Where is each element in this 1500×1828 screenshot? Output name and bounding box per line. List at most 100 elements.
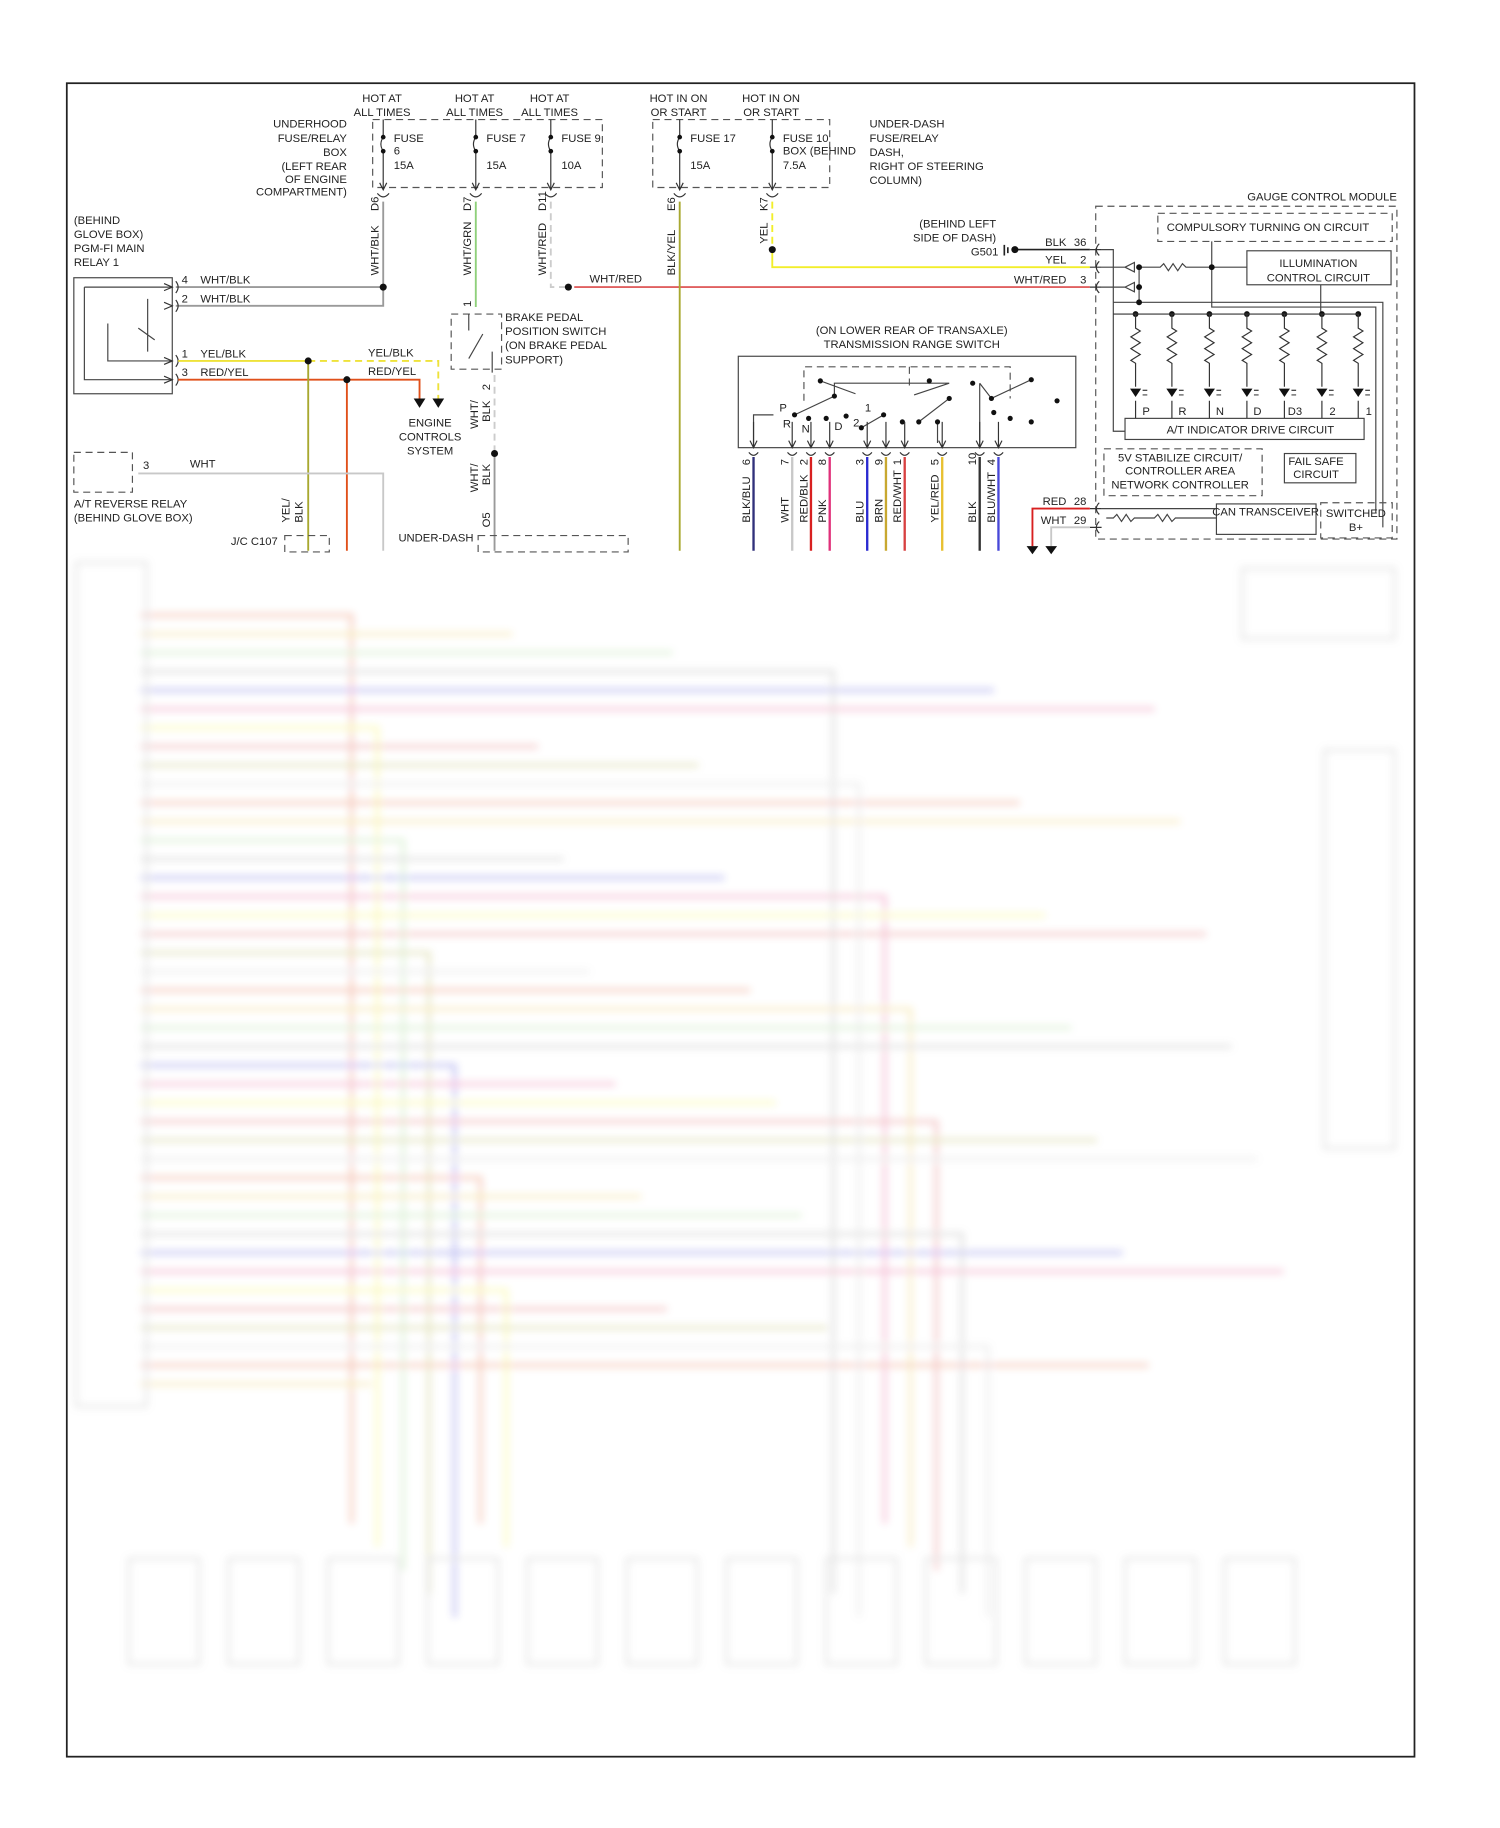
illumination-label: ILLUMINATION [1279, 258, 1357, 270]
pin-label: 8 [817, 459, 829, 465]
pin-label: 4 [986, 459, 998, 465]
led-icon [1352, 388, 1370, 397]
wire-label: WHT/RED [1014, 275, 1067, 287]
connector-icon [673, 192, 687, 198]
engine-controls-label: SYSTEM [407, 446, 453, 458]
wire-wht [138, 472, 385, 551]
label-line: PGM-FI MAIN [74, 243, 145, 255]
pin-label: 2 [481, 384, 493, 390]
wire-label: BLU [855, 501, 867, 523]
pin-label: 3 [143, 460, 149, 472]
underhood-fuse-box [372, 118, 603, 189]
wire-label: WHT/RED [589, 273, 642, 285]
fuse-label: 6 [394, 146, 400, 158]
hot-label: ALL TIMES [354, 107, 411, 119]
wire-label: RED/YEL [368, 366, 416, 378]
hot-label: HOT AT [362, 93, 402, 105]
connector-icon [1089, 260, 1102, 274]
label-line: FUSE/RELAY [870, 133, 940, 145]
led-icon [1316, 388, 1334, 397]
wire-label: YEL [1045, 255, 1066, 267]
arrow-icon [1026, 546, 1058, 555]
led-label: R [1178, 406, 1186, 418]
label-line: OF ENGINE [285, 174, 347, 186]
connector-icon [1089, 243, 1102, 256]
led-icon [1203, 388, 1222, 397]
position-label: N [802, 423, 810, 435]
label-line: (BEHIND [74, 215, 120, 227]
fuse-rating: 15A [394, 160, 415, 172]
fuse-icon [675, 119, 684, 192]
position-label: 2 [853, 418, 859, 430]
wire-label: BLK/BLU [741, 476, 753, 522]
position-label: 1 [865, 402, 871, 414]
stabilize-label: 5V STABILIZE CIRCUIT/ [1118, 453, 1243, 465]
trs-label: (ON LOWER REAR OF TRANSAXLE) [816, 325, 1008, 337]
wire-yel [771, 249, 1090, 269]
label-line: SUPPORT) [505, 354, 563, 366]
wire-label: RED/YEL [200, 367, 248, 379]
wire-yel-blk-dashed [308, 360, 440, 399]
transmission-range-switch [737, 355, 1077, 449]
wire-label: WHT/BLK [200, 275, 251, 287]
wire-wht-red-dashed [549, 201, 569, 289]
underhood-label: UNDERHOOD FUSE/RELAY BOX (LEFT REAR OF E… [256, 119, 347, 199]
arrow-icon [413, 398, 445, 408]
fuse-label: FUSE 17 [690, 133, 736, 145]
pgm-fi-main-relay: (BEHIND GLOVE BOX) PGM-FI MAIN RELAY 1 [73, 215, 173, 395]
pin-label: 9 [873, 459, 885, 465]
indicator-drive-label: A/T INDICATOR DRIVE CIRCUIT [1167, 425, 1335, 437]
label-line: (ON BRAKE PEDAL [505, 340, 607, 352]
underdash-label: UNDER-DASH FUSE/RELAY DASH, RIGHT OF STE… [870, 119, 984, 187]
fuse-icon [379, 119, 388, 192]
fuse-rating: 15A [486, 160, 507, 172]
pin-label: 3 [182, 367, 188, 379]
connector-icon [469, 192, 483, 198]
blurred-lower-diagram [75, 561, 1396, 1666]
connector-icon [824, 421, 835, 456]
stabilize-label: CONTROLLER AREA [1125, 466, 1236, 478]
label-line: SIDE OF DASH) [913, 232, 996, 244]
wire-red-yel [178, 378, 421, 399]
pin-label: 4 [182, 275, 188, 287]
hot-label: HOT AT [530, 93, 570, 105]
pin-label: 5 [930, 459, 942, 465]
wire-label: WHT/GRN [462, 222, 474, 276]
label-line: FUSE/RELAY [278, 133, 348, 145]
label-line: (BEHIND LEFT [919, 218, 996, 230]
connector-icon [974, 421, 985, 456]
wire-label: BLK [481, 400, 493, 422]
connector-icon [862, 421, 873, 456]
wire-label: YEL/BLK [368, 347, 414, 359]
resistor-icon [1316, 314, 1328, 419]
connector-icon [163, 299, 179, 313]
wire-label: WHT/BLK [200, 293, 251, 305]
label-line: GLOVE BOX) [74, 229, 144, 241]
connector-icon [748, 421, 759, 456]
led-label: 2 [1329, 406, 1335, 418]
wire-label: WHT [780, 497, 792, 523]
switched-label: SWITCHED [1326, 508, 1386, 520]
wire-red [1031, 507, 1090, 547]
wire-wht-blk [175, 201, 385, 307]
connector-icon [376, 192, 390, 198]
fuse-label: BOX (BEHIND [783, 146, 856, 158]
connector-label: E6 [666, 197, 678, 211]
connector-icon [1089, 521, 1102, 534]
wire-label: BLK [1045, 237, 1067, 249]
fuse-icon [546, 119, 555, 192]
failsafe-label: FAIL SAFE [1288, 456, 1344, 468]
wire-label: WHT/ [469, 463, 481, 493]
fuse-rating: 7.5A [783, 160, 807, 172]
position-label: D [834, 421, 842, 433]
label-line: UNDERHOOD [273, 119, 347, 131]
led-label: N [1216, 406, 1224, 418]
connector-icon [544, 192, 558, 198]
wire-label: WHT/BLK [370, 225, 382, 276]
brake-pedal-switch [450, 313, 503, 370]
led-label: 1 [1366, 406, 1372, 418]
resistor-icon [1129, 314, 1142, 419]
connector-icon [880, 421, 892, 456]
hot-label: ALL TIMES [446, 107, 503, 119]
